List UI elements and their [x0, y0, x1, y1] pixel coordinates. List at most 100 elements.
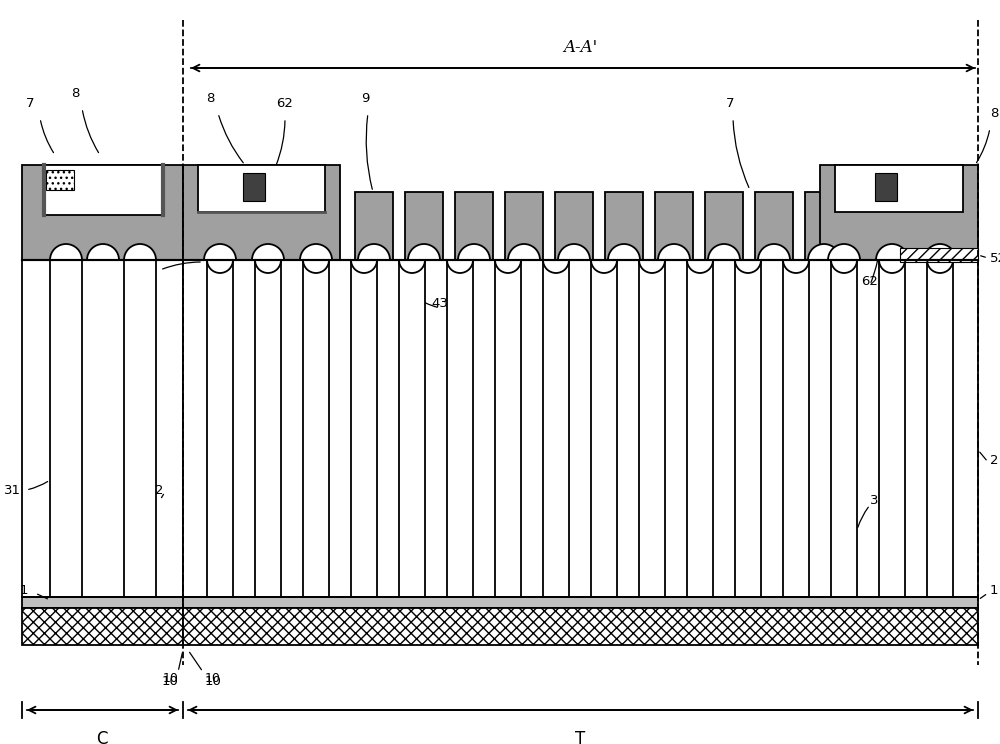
Bar: [639, 260, 665, 597]
Bar: [875, 173, 897, 201]
Bar: [207, 260, 233, 597]
Bar: [495, 260, 521, 597]
Wedge shape: [924, 244, 956, 260]
Text: 52: 52: [990, 251, 1000, 265]
Bar: [183, 597, 978, 608]
Wedge shape: [831, 260, 857, 273]
Bar: [927, 260, 953, 597]
Text: 41: 41: [205, 251, 222, 265]
Wedge shape: [87, 244, 119, 260]
Text: 7: 7: [726, 97, 734, 110]
Wedge shape: [495, 260, 521, 273]
Wedge shape: [879, 260, 905, 273]
Bar: [243, 173, 265, 201]
Wedge shape: [508, 244, 540, 260]
Wedge shape: [358, 244, 390, 260]
Bar: [44, 165, 163, 215]
Wedge shape: [735, 260, 761, 273]
Bar: [22, 165, 183, 260]
Bar: [183, 165, 340, 260]
Bar: [820, 165, 978, 260]
Bar: [735, 260, 761, 597]
Wedge shape: [783, 260, 809, 273]
Text: 10: 10: [163, 672, 179, 685]
Wedge shape: [876, 244, 908, 260]
Bar: [805, 192, 843, 260]
Bar: [183, 608, 978, 645]
Bar: [455, 192, 493, 260]
Text: 10: 10: [205, 672, 221, 685]
Bar: [505, 192, 543, 260]
Wedge shape: [658, 244, 690, 260]
Text: 43: 43: [432, 297, 448, 310]
Wedge shape: [300, 244, 332, 260]
Bar: [831, 260, 857, 597]
Bar: [605, 192, 643, 260]
Wedge shape: [458, 244, 490, 260]
Bar: [124, 260, 156, 597]
Bar: [22, 608, 183, 645]
Text: 61: 61: [190, 176, 207, 188]
Bar: [255, 260, 281, 597]
Wedge shape: [207, 260, 233, 273]
Bar: [303, 260, 329, 597]
Bar: [687, 260, 713, 597]
Wedge shape: [543, 260, 569, 273]
Text: T: T: [575, 730, 585, 744]
Text: 9: 9: [361, 92, 369, 105]
Bar: [351, 260, 377, 597]
Text: A-A': A-A': [563, 39, 597, 56]
Bar: [46, 170, 74, 190]
Wedge shape: [204, 244, 236, 260]
Text: C: C: [96, 730, 108, 744]
Bar: [879, 260, 905, 597]
Bar: [835, 165, 963, 212]
Wedge shape: [124, 244, 156, 260]
Text: 62: 62: [277, 97, 293, 110]
Bar: [405, 192, 443, 260]
Wedge shape: [399, 260, 425, 273]
Wedge shape: [591, 260, 617, 273]
Wedge shape: [828, 244, 860, 260]
Bar: [22, 260, 183, 597]
Text: 62: 62: [862, 275, 878, 288]
Bar: [591, 260, 617, 597]
Wedge shape: [608, 244, 640, 260]
Text: 31: 31: [4, 484, 21, 496]
Wedge shape: [927, 260, 953, 273]
Wedge shape: [252, 244, 284, 260]
Bar: [900, 248, 978, 262]
Wedge shape: [758, 244, 790, 260]
Text: 10: 10: [205, 675, 222, 688]
Bar: [50, 260, 82, 597]
Bar: [705, 192, 743, 260]
Text: 2: 2: [990, 454, 998, 466]
Wedge shape: [808, 244, 840, 260]
Wedge shape: [639, 260, 665, 273]
Text: 32: 32: [870, 493, 887, 507]
Wedge shape: [351, 260, 377, 273]
Text: 7: 7: [26, 97, 34, 110]
Wedge shape: [408, 244, 440, 260]
Bar: [783, 260, 809, 597]
Bar: [198, 165, 325, 212]
Bar: [447, 260, 473, 597]
Text: 1: 1: [20, 583, 28, 597]
Wedge shape: [255, 260, 281, 273]
Wedge shape: [558, 244, 590, 260]
Wedge shape: [447, 260, 473, 273]
Wedge shape: [708, 244, 740, 260]
Text: 8: 8: [206, 92, 214, 105]
Text: 42: 42: [198, 199, 215, 211]
Bar: [183, 260, 978, 597]
Wedge shape: [303, 260, 329, 273]
Bar: [655, 192, 693, 260]
Text: 2: 2: [155, 484, 164, 496]
Wedge shape: [687, 260, 713, 273]
Text: 51: 51: [200, 223, 217, 237]
Wedge shape: [50, 244, 82, 260]
Text: 8: 8: [990, 107, 998, 120]
Bar: [755, 192, 793, 260]
Text: 1: 1: [990, 583, 998, 597]
Bar: [22, 597, 183, 608]
